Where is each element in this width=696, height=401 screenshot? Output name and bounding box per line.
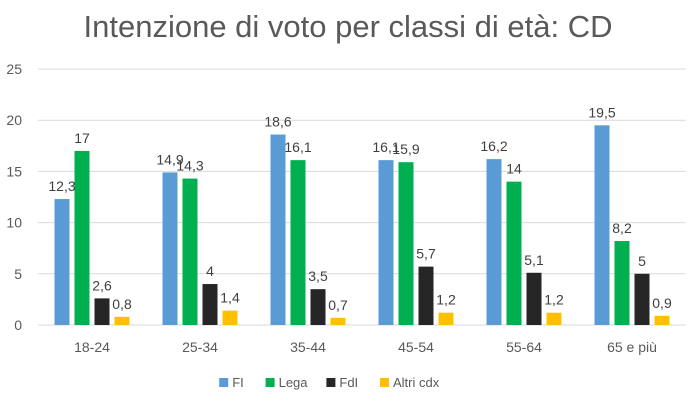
bar-lega-55-64 [506, 181, 522, 325]
data-label: 14,3 [176, 158, 203, 174]
data-label: 12,3 [48, 178, 75, 194]
data-label: 18,6 [264, 114, 291, 130]
y-axis-ticks: 0 5 10 15 20 25 [6, 61, 22, 333]
data-label: 16,2 [480, 138, 507, 154]
data-label: 0,7 [328, 297, 348, 313]
data-label: 8,2 [612, 220, 632, 236]
x-category-label: 18-24 [74, 339, 110, 355]
bar-lega-35-44 [290, 160, 306, 325]
bar-lega-65-e-più [614, 241, 630, 325]
y-tick-label: 5 [14, 266, 22, 282]
legend-swatch-fi [219, 378, 229, 387]
data-label: 5 [638, 253, 646, 269]
bar-fi-35-44 [270, 134, 286, 325]
data-label: 15,9 [392, 141, 419, 157]
data-label: 1,2 [544, 292, 564, 308]
data-label: 2,6 [92, 277, 112, 293]
legend-label: Lega [279, 375, 309, 390]
bar-fdi-35-44 [310, 289, 326, 325]
bar-fdi-65-e-più [634, 273, 650, 325]
data-label: 14,9 [156, 151, 183, 167]
bar-altri-cdx-45-54 [438, 312, 454, 325]
x-category-label: 25-34 [182, 339, 218, 355]
y-tick-label: 20 [6, 112, 22, 128]
data-label: 4 [206, 263, 214, 279]
y-tick-label: 25 [6, 61, 22, 77]
legend-swatch-lega [265, 378, 275, 387]
legend-label: FdI [339, 375, 358, 390]
x-category-label: 35-44 [290, 339, 326, 355]
data-label: 16,1 [372, 139, 399, 155]
data-label: 0,8 [112, 296, 132, 312]
bar-fi-55-64 [486, 159, 502, 325]
x-axis-categories: 18-24 25-34 35-44 45-54 55-64 65 e più [74, 339, 657, 355]
data-label: 19,5 [588, 104, 615, 120]
x-category-label: 45-54 [398, 339, 434, 355]
x-category-label: 65 e più [607, 339, 657, 355]
data-label: 5,7 [416, 246, 436, 262]
bar-lega-25-34 [182, 178, 198, 325]
legend-swatch-fdi [326, 378, 336, 387]
bars [54, 125, 670, 325]
data-label: 1,2 [436, 292, 456, 308]
bar-fi-25-34 [162, 172, 178, 325]
data-label: 3,5 [308, 268, 328, 284]
y-tick-label: 15 [6, 163, 22, 179]
data-label: 0,9 [652, 295, 672, 311]
legend-swatch-altri-cdx [380, 378, 389, 387]
bar-fdi-18-24 [94, 298, 110, 325]
data-labels: 12,3 17 2,60,8 14,914,3 4 1,4 18,6 16,1 3,50,7 16… [48, 104, 672, 313]
bar-altri-cdx-55-64 [546, 312, 562, 325]
data-label: 1,4 [220, 290, 240, 306]
bar-lega-18-24 [74, 150, 90, 325]
data-label: 5,1 [524, 252, 544, 268]
chart-title: Intenzione di voto per classi di età: CD [84, 9, 613, 44]
bar-fi-45-54 [378, 160, 394, 325]
data-label: 16,1 [284, 139, 311, 155]
bar-lega-45-54 [398, 162, 414, 325]
legend-label: Altri cdx [393, 375, 440, 390]
bar-fi-65-e-più [594, 125, 610, 325]
data-label: 17 [74, 130, 90, 146]
bar-altri-cdx-18-24 [114, 316, 130, 325]
legend-label: FI [232, 375, 244, 390]
y-tick-label: 10 [6, 215, 22, 231]
bar-altri-cdx-65-e-più [654, 315, 670, 325]
bar-fdi-45-54 [418, 266, 434, 325]
bar-fi-18-24 [54, 199, 70, 325]
bar-fdi-25-34 [202, 284, 218, 325]
bar-fdi-55-64 [526, 272, 542, 325]
x-category-label: 55-64 [506, 339, 542, 355]
bar-altri-cdx-35-44 [330, 317, 346, 325]
gridlines [38, 68, 686, 326]
y-tick-label: 0 [14, 317, 22, 333]
legend: FI Lega FdI Altri cdx [219, 375, 440, 390]
data-label: 14 [506, 161, 522, 177]
bar-altri-cdx-25-34 [222, 310, 238, 325]
